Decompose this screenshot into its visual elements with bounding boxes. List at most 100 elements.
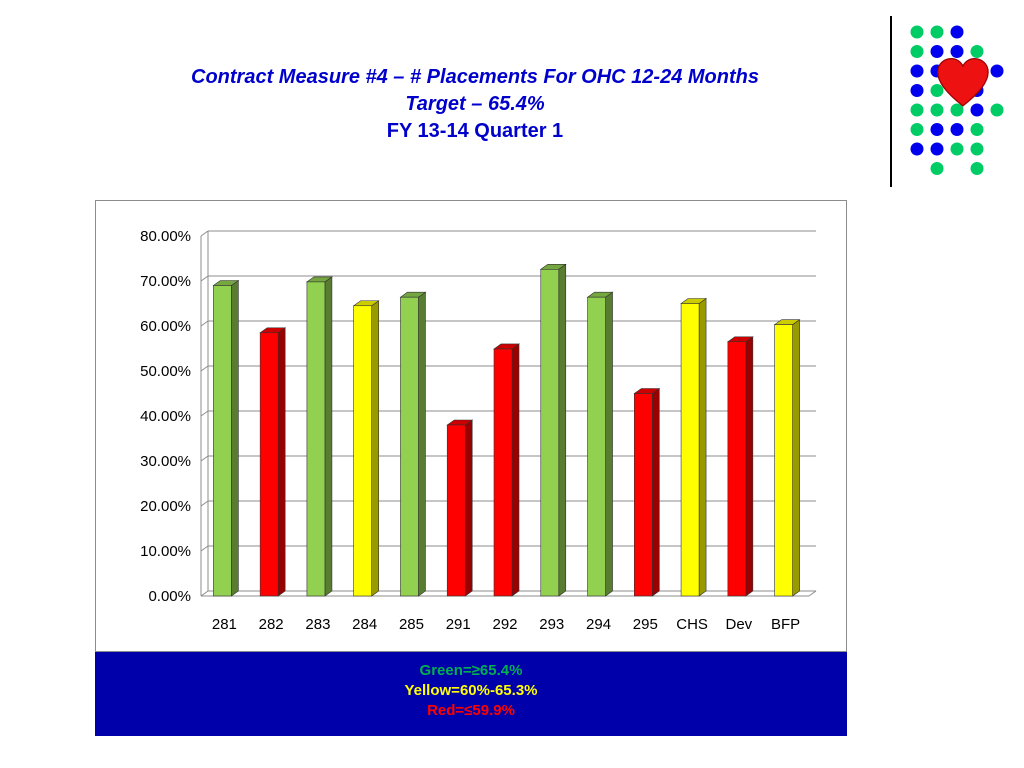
- bar: [586, 291, 614, 597]
- bar-front: [213, 285, 232, 597]
- logo-dot: [930, 45, 944, 58]
- x-tick-label: 283: [305, 616, 330, 633]
- bar: [305, 276, 333, 597]
- bar-side: [698, 297, 707, 597]
- logo-dot: [990, 64, 1004, 78]
- bar: [633, 387, 661, 597]
- chart-frame: 0.00% 10.00% 20.00% 30.00% 40.00% 50.00% 60.00…: [95, 200, 847, 652]
- gridline-side: [200, 455, 209, 462]
- heart-icon: [937, 58, 989, 107]
- gridline-side: [200, 365, 209, 372]
- logo-dot: [970, 162, 984, 175]
- bar-side: [605, 291, 613, 597]
- logo-dot: [950, 123, 964, 136]
- gridline-side: [200, 275, 209, 282]
- logo-dot: [910, 84, 924, 97]
- x-tick-label: 285: [399, 616, 424, 633]
- title-line-3: FY 13-14 Quarter 1: [386, 120, 564, 142]
- y-tick-label: 60.00%: [140, 318, 191, 335]
- legend-yellow: Yellow=60%-65.3%: [404, 682, 538, 699]
- bar-front: [727, 341, 747, 597]
- bar: [446, 419, 474, 597]
- bar-side: [418, 291, 426, 597]
- logo-dot: [910, 123, 924, 136]
- logo-dot: [910, 64, 924, 78]
- bar: [212, 279, 240, 597]
- logo-dot: [930, 162, 944, 175]
- logo-dot: [910, 103, 924, 117]
- logo-dot: [970, 103, 984, 117]
- x-tick-label: 293: [539, 616, 564, 633]
- bar-side: [652, 387, 660, 597]
- x-tick-label: CHS: [676, 616, 708, 633]
- bar: [399, 291, 427, 597]
- bar-side: [371, 300, 379, 597]
- legend-green: Green=≥65.4%: [419, 662, 523, 679]
- logo-dot: [930, 123, 944, 136]
- y-tick-label: 20.00%: [140, 498, 191, 515]
- gridline-side: [200, 500, 209, 507]
- x-tick-label: 284: [352, 616, 377, 633]
- logo-dot: [930, 25, 944, 39]
- logo-dot: [990, 103, 1004, 117]
- x-tick-label: 295: [633, 616, 658, 633]
- bar-side: [511, 343, 520, 597]
- bar-side: [558, 263, 567, 597]
- logo-dot: [930, 84, 944, 97]
- bar-front: [680, 303, 700, 597]
- bar-front: [634, 393, 653, 597]
- bar: [259, 327, 287, 597]
- bar-side: [745, 336, 754, 597]
- x-tick-label: 292: [492, 616, 517, 633]
- logo-dot: [950, 142, 964, 156]
- dots-heart-logo-icon: [910, 25, 1004, 175]
- bar-front: [774, 324, 793, 597]
- logo-dot: [970, 123, 984, 136]
- y-tick-label: 40.00%: [140, 408, 191, 425]
- bar-side: [277, 327, 286, 597]
- y-tick-label: 30.00%: [140, 453, 191, 470]
- color-legend: Green=≥65.4% Yellow=60%-65.3% Red=≤59.9%: [95, 652, 847, 736]
- floor-edge: [808, 590, 817, 597]
- bar: [493, 343, 520, 597]
- bar: [680, 297, 708, 597]
- bar: [539, 263, 567, 597]
- title-line-1: Contract Measure #4 – # Placements For O…: [191, 66, 759, 88]
- x-tick-label: BFP: [771, 616, 800, 633]
- logo-dot: [910, 142, 924, 156]
- y-tick-label: 70.00%: [140, 273, 191, 290]
- gridline-side: [200, 590, 209, 597]
- bar-side: [792, 319, 800, 597]
- gridline-side: [200, 230, 209, 237]
- header-divider: [890, 16, 892, 187]
- logo-dot: [950, 25, 964, 39]
- x-tick-label: 291: [446, 616, 471, 633]
- y-tick-label: 80.00%: [140, 228, 191, 245]
- logo-dot: [970, 142, 984, 156]
- y-tick-label: 50.00%: [140, 363, 191, 380]
- bar-front: [446, 424, 466, 597]
- logo-dot: [930, 142, 944, 156]
- bar: [726, 336, 754, 597]
- bar-front: [306, 281, 326, 597]
- y-tick-label: 10.00%: [140, 543, 191, 560]
- logo-dot: [930, 103, 944, 117]
- bar-front: [493, 348, 513, 597]
- gridline-side: [200, 545, 209, 552]
- logo-dot: [950, 103, 964, 117]
- logo-dot: [970, 45, 984, 58]
- bar-side: [324, 276, 333, 597]
- bar-side: [231, 279, 239, 597]
- gridline-side: [200, 320, 209, 327]
- bar-front: [259, 332, 279, 597]
- bar-chart: 0.00% 10.00% 20.00% 30.00% 40.00% 50.00% 60.00…: [140, 228, 817, 633]
- bar-front: [587, 296, 606, 597]
- bar: [352, 300, 380, 597]
- bar-front: [540, 269, 560, 597]
- y-tick-label: 0.00%: [148, 588, 191, 605]
- x-tick-label: 282: [259, 616, 284, 633]
- logo-dot: [950, 45, 964, 58]
- legend-red: Red=≤59.9%: [427, 702, 515, 719]
- x-tick-label: Dev: [726, 616, 753, 633]
- bar-front: [400, 296, 419, 597]
